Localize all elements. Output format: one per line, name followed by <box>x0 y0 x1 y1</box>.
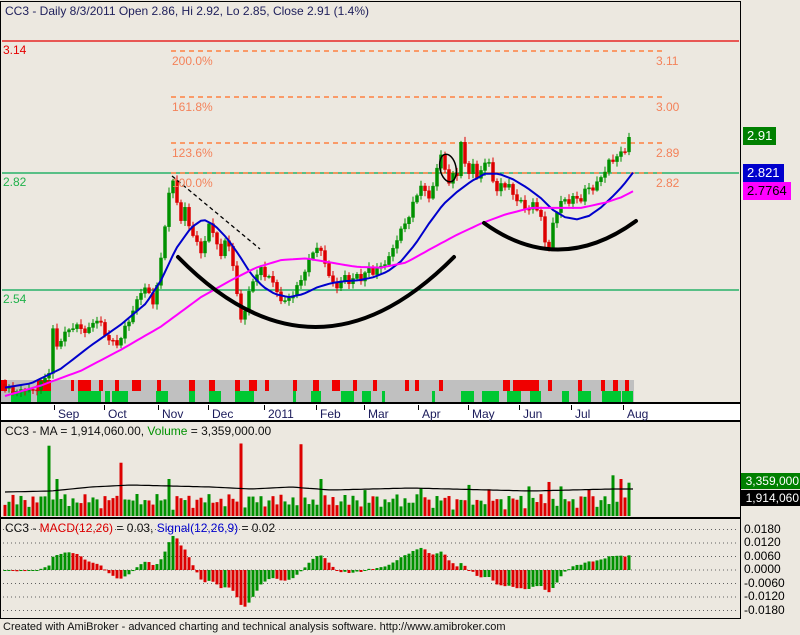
axis-tick-Jun <box>519 405 520 410</box>
axis-tick-Nov <box>158 405 159 410</box>
axis-label-Feb: Feb <box>320 407 341 421</box>
macd-scale-label--0.0120: -0.0120 <box>744 589 785 603</box>
axis-label-2011: 2011 <box>268 407 294 421</box>
axis-label-Nov: Nov <box>162 407 184 421</box>
timing-ribbon <box>1 380 634 402</box>
candlestick-chart[interactable] <box>1 2 740 402</box>
axis-tick-Apr <box>418 405 419 410</box>
price-badge-2.7764: 2.7764 <box>743 182 791 200</box>
macd-histogram-bars <box>3 535 631 607</box>
axis-label-Sep: Sep <box>58 407 80 421</box>
axis-tick-Mar <box>364 405 365 410</box>
axis-label-Aug: Aug <box>627 407 649 421</box>
volume-badge-1,914,060: 1,914,060 <box>741 490 800 506</box>
axis-tick-Oct <box>104 405 105 410</box>
price-pane-title: CC3 - Daily 8/3/2011 Open 2.86, Hi 2.92,… <box>5 4 369 18</box>
axis-label-Jun: Jun <box>523 407 543 421</box>
date-axis[interactable]: Sep Oct Nov Dec 2011 Feb Mar Apr May Jun Jul Aug <box>0 403 741 421</box>
axis-tick-2011 <box>264 405 265 410</box>
axis-label-May: May <box>472 407 495 421</box>
macd-title-signal-value: = 0.02 <box>238 521 276 535</box>
macd-scale-label-0.0120: 0.0120 <box>744 535 781 549</box>
volume-ma-line <box>4 484 633 493</box>
volume-badge-3,359,000: 3,359,000 <box>741 473 800 489</box>
fibonacci-extension-lines <box>171 50 664 174</box>
macd-scale-label--0.0060: -0.0060 <box>744 575 785 590</box>
volume-title-volume-word: Volume <box>147 424 188 438</box>
volume-chart[interactable] <box>1 422 740 517</box>
peak-ellipse <box>438 153 458 183</box>
axis-tick-Jul <box>571 405 572 410</box>
axis-tick-Feb <box>316 405 317 410</box>
macd-chart[interactable] <box>1 519 740 618</box>
axis-label-Dec: Dec <box>212 407 234 421</box>
axis-label-Apr: Apr <box>422 407 441 421</box>
downtrend-line <box>171 175 261 250</box>
macd-title-signal-label: Signal(12,26,9) <box>156 521 239 535</box>
ma-slow-line <box>4 190 634 397</box>
ma-fast-line <box>4 171 634 389</box>
macd-title-macd-label: MACD(12,26) <box>39 521 114 535</box>
macd-scale-label-0.0180: 0.0180 <box>744 521 781 536</box>
axis-label-Jul: Jul <box>575 407 591 421</box>
volume-title-prefix: CC3 - MA = 1,914,060.00, <box>5 424 148 438</box>
macd-pane-title: CC3 - MACD(12,26) = 0.03, Signal(12,26,9… <box>5 521 275 535</box>
axis-tick-Aug <box>623 405 624 410</box>
macd-title-macd-value: = 0.03, <box>113 521 157 535</box>
footer-credit: Created with AmiBroker - advanced charti… <box>3 621 506 633</box>
macd-scale-label--0.0180: -0.0180 <box>744 602 785 617</box>
volume-pane[interactable]: CC3 - MA = 1,914,060.00, Volume = 3,359,… <box>0 421 741 518</box>
axis-tick-Sep <box>54 405 55 410</box>
cup-arcs <box>176 219 638 329</box>
axis-label-Oct: Oct <box>108 407 127 421</box>
volume-pane-title: CC3 - MA = 1,914,060.00, Volume = 3,359,… <box>5 424 271 438</box>
macd-title-symbol: CC3 - <box>5 521 40 535</box>
axis-tick-May <box>468 405 469 410</box>
macd-pane[interactable]: CC3 - MACD(12,26) = 0.03, Signal(12,26,9… <box>0 518 741 619</box>
price-level-lines <box>2 40 739 291</box>
price-badge-2.91: 2.91 <box>743 127 776 145</box>
macd-scale-label-0.0060: 0.0060 <box>744 548 781 563</box>
price-badge-2.821: 2.821 <box>743 164 784 182</box>
volume-title-suffix: = 3,359,000.00 <box>187 424 272 438</box>
macd-scale-label-0.0000: 0.0000 <box>744 562 781 576</box>
axis-tick-Dec <box>208 405 209 410</box>
axis-label-Mar: Mar <box>368 407 389 421</box>
volume-bars <box>3 443 631 516</box>
price-pane[interactable]: CC3 - Daily 8/3/2011 Open 2.86, Hi 2.92,… <box>0 1 741 403</box>
